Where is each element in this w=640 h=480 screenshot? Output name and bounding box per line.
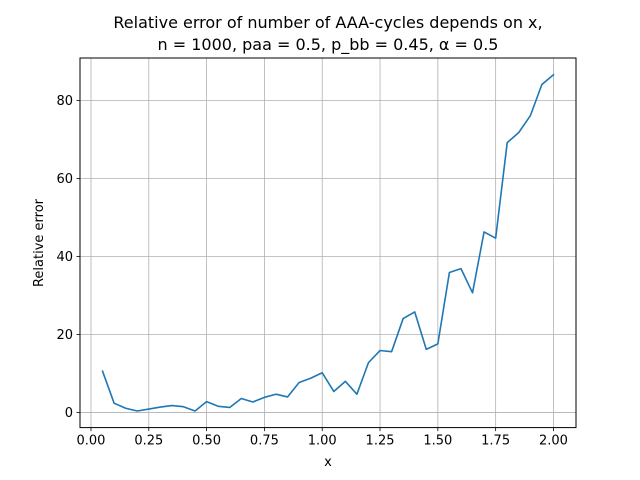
x-tick-label: 2.00: [539, 434, 568, 449]
series: [101, 73, 555, 412]
x-tick-label: 0.25: [134, 434, 163, 449]
x-tick-label: 0.75: [250, 434, 279, 449]
axis-ticks: 0.00 0.25 0.50 0.75 1.00 1.25 1.50 1.75 2.00 0 20 4…: [56, 94, 567, 449]
y-axis-label: Relative error: [32, 198, 47, 287]
x-tick-label: 1.50: [423, 434, 452, 449]
y-tick-label: 20: [56, 328, 73, 343]
x-tick-label: 0.00: [77, 434, 106, 449]
x-tick-label: 1.25: [366, 434, 395, 449]
x-tick-label: 1.75: [481, 434, 510, 449]
series-line: [101, 73, 555, 412]
x-tick-label: 0.50: [192, 434, 221, 449]
x-tick-label: 1.00: [308, 434, 337, 449]
plot-frame: [79, 57, 577, 429]
y-tick-label: 0: [65, 406, 73, 421]
x-axis-label: x: [324, 455, 332, 470]
chart-title-line-2: n = 1000, paa = 0.5, p_bb = 0.45, α = 0.…: [158, 35, 499, 55]
grid: [80, 58, 576, 428]
y-tick-label: 60: [56, 172, 73, 187]
y-tick-label: 80: [56, 94, 73, 109]
y-tick-label: 40: [56, 250, 73, 265]
chart-title-line-1: Relative error of number of AAA-cycles d…: [113, 13, 542, 32]
